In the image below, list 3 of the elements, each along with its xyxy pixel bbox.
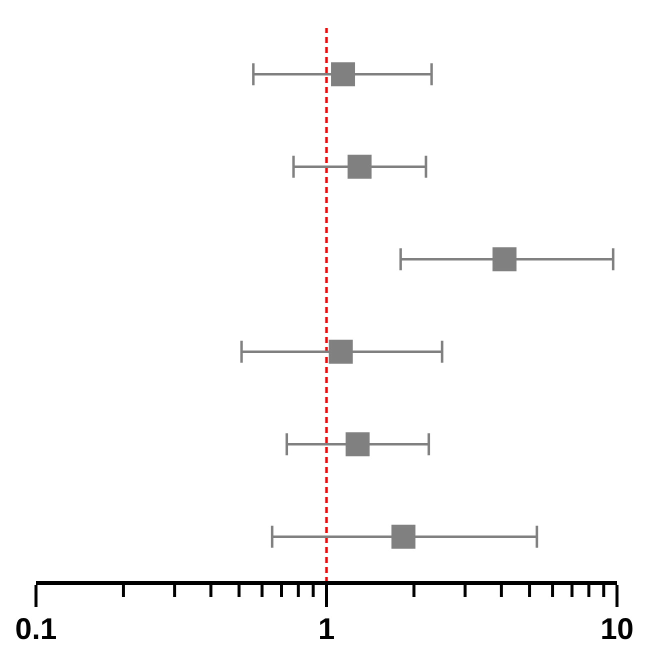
x-tick-label: 1 bbox=[318, 613, 335, 646]
x-tick-label: 10 bbox=[600, 613, 634, 646]
x-tick-label: 0.1 bbox=[15, 613, 57, 646]
